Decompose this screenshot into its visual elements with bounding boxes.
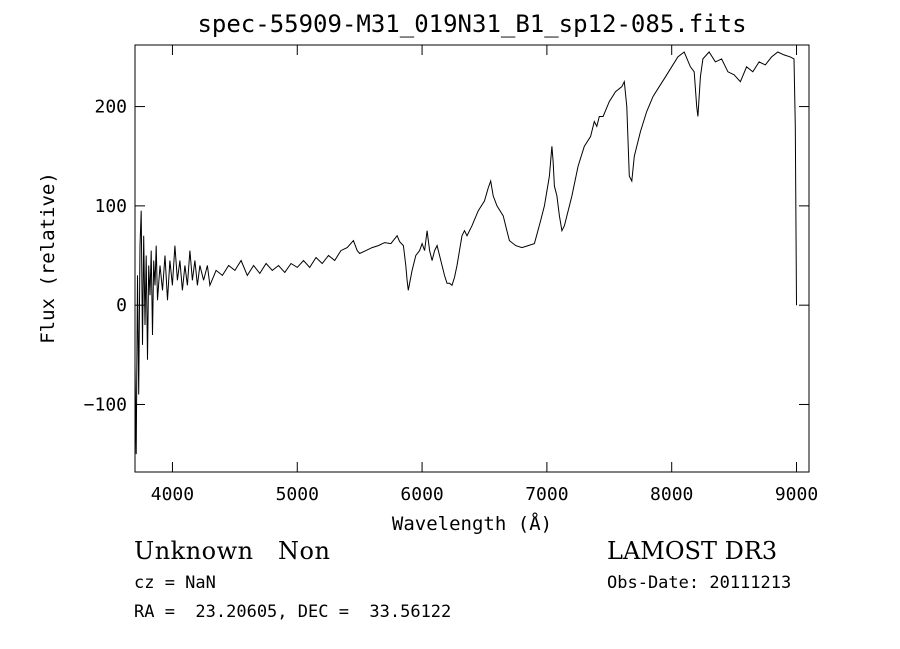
coordinates-line: RA = 23.20605, DEC = 33.56122 [134, 602, 452, 622]
redshift-line: cz = NaN [134, 573, 216, 593]
chart-title: spec-55909-M31_019N31_B1_sp12-085.fits [197, 10, 746, 38]
observation-date: Obs-Date: 20111213 [607, 573, 792, 593]
y-tick-label: −100 [84, 394, 127, 415]
y-axis-ticks: −100 0 100 200 [84, 97, 809, 415]
spectrum-line [134, 51, 797, 455]
x-axis-ticks: 4000 5000 6000 7000 8000 9000 [151, 45, 818, 505]
x-tick-label: 5000 [276, 484, 319, 505]
x-tick-label: 6000 [400, 484, 443, 505]
x-tick-label: 9000 [775, 484, 818, 505]
y-tick-label: 100 [94, 196, 127, 217]
plot-frame [134, 44, 810, 473]
x-axis-label: Wavelength (Å) [392, 512, 552, 535]
x-tick-label: 7000 [525, 484, 568, 505]
object-class-line: Unknown Non [134, 537, 331, 565]
x-tick-label: 4000 [151, 484, 194, 505]
survey-name: LAMOST DR3 [607, 537, 778, 565]
x-tick-label: 8000 [650, 484, 693, 505]
y-tick-label: 200 [94, 97, 127, 118]
y-axis-label: Flux (relative) [37, 172, 59, 344]
y-tick-label: 0 [116, 295, 127, 316]
